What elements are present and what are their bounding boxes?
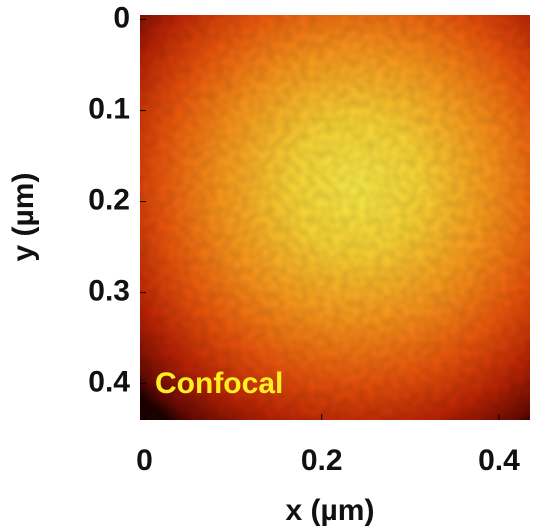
y-tick-label: 0.1 bbox=[88, 92, 130, 125]
pixel-noise bbox=[140, 15, 530, 420]
x-tick-label: 0.2 bbox=[301, 444, 343, 477]
x-tick-label: 0 bbox=[136, 444, 153, 477]
y-tick-label: 0.3 bbox=[88, 275, 130, 308]
heatmap-image bbox=[140, 15, 530, 420]
annotation: Confocal bbox=[155, 367, 283, 400]
x-tick-label: 0.4 bbox=[478, 444, 520, 477]
y-axis-label: y (µm) bbox=[7, 173, 40, 262]
y-tick-label: 0 bbox=[113, 1, 130, 34]
y-tick-label: 0.2 bbox=[88, 183, 130, 216]
x-axis-label: x (µm) bbox=[286, 494, 375, 527]
y-tick-label: 0.4 bbox=[88, 366, 130, 399]
